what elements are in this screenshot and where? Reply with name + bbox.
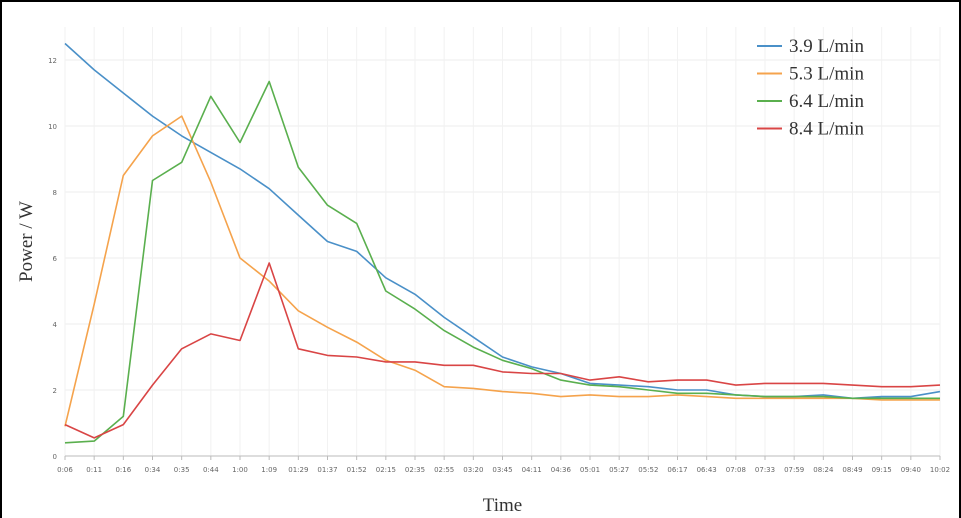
x-tick-label: 10:02 <box>930 466 950 474</box>
x-tick-label: 08:49 <box>842 466 862 474</box>
y-tick-label: 2 <box>53 387 57 395</box>
x-tick-label: 02:15 <box>376 466 396 474</box>
x-tick-label: 0:34 <box>145 466 161 474</box>
legend: 3.9 L/min 5.3 L/min 6.4 L/min 8.4 L/min <box>757 36 864 140</box>
x-tick-label: 02:35 <box>405 466 425 474</box>
x-tick-label: 0:35 <box>174 466 190 474</box>
x-tick-label: 05:01 <box>580 466 600 474</box>
x-tick-label: 08:24 <box>813 466 834 474</box>
x-tick-label: 01:52 <box>347 466 367 474</box>
x-tick-label: 06:43 <box>697 466 717 474</box>
series-line <box>64 80 940 444</box>
x-tick-label: 06:17 <box>667 466 687 474</box>
x-tick-label: 0:16 <box>115 466 131 474</box>
series-lines <box>64 42 941 444</box>
y-tick-label: 8 <box>53 189 57 197</box>
x-axis-title: Time <box>483 495 522 516</box>
x-tick-label: 05:52 <box>638 466 658 474</box>
gridlines <box>64 27 941 457</box>
x-tick-label: 04:36 <box>551 466 572 474</box>
x-tick-label: 03:20 <box>463 466 483 474</box>
y-tick-label: 12 <box>48 57 57 65</box>
x-tick-label: 09:40 <box>901 466 921 474</box>
y-tick-label: 6 <box>53 255 58 263</box>
x-tick-label: 01:37 <box>317 466 337 474</box>
x-tick-label: 09:15 <box>872 466 892 474</box>
y-tick-label: 4 <box>53 321 58 329</box>
legend-label: 6.4 L/min <box>789 91 864 112</box>
legend-label: 8.4 L/min <box>789 119 864 140</box>
y-tick-labels: 0 2 4 6 8 10 12 <box>48 57 57 461</box>
y-tick-label: 10 <box>48 123 57 131</box>
legend-label: 3.9 L/min <box>789 36 864 57</box>
x-tick-label: 1:00 <box>232 466 248 474</box>
legend-label: 5.3 L/min <box>789 64 864 85</box>
x-tick-label: 04:11 <box>522 466 542 474</box>
x-tick-label: 0:06 <box>57 466 73 474</box>
x-tick-label: 07:33 <box>755 466 775 474</box>
x-tick-label: 1:09 <box>261 466 277 474</box>
y-tick-label: 0 <box>53 453 57 461</box>
series-line <box>64 115 940 427</box>
x-tick-label: 07:08 <box>726 466 746 474</box>
x-tick-label: 05:27 <box>609 466 629 474</box>
x-tick-label: 0:11 <box>86 466 102 474</box>
series-line <box>64 262 941 439</box>
axes <box>64 455 941 460</box>
x-tick-label: 03:45 <box>492 466 512 474</box>
x-tick-labels: 0:06 0:11 0:16 0:34 0:35 0:44 1:00 1:09 01:29 01:… <box>57 466 950 474</box>
x-tick-label: 02:55 <box>434 466 454 474</box>
x-tick-label: 0:44 <box>203 466 219 474</box>
y-axis-title: Power / W <box>16 201 37 282</box>
x-tick-label: 07:59 <box>784 466 804 474</box>
x-tick-label: 01:29 <box>288 466 308 474</box>
